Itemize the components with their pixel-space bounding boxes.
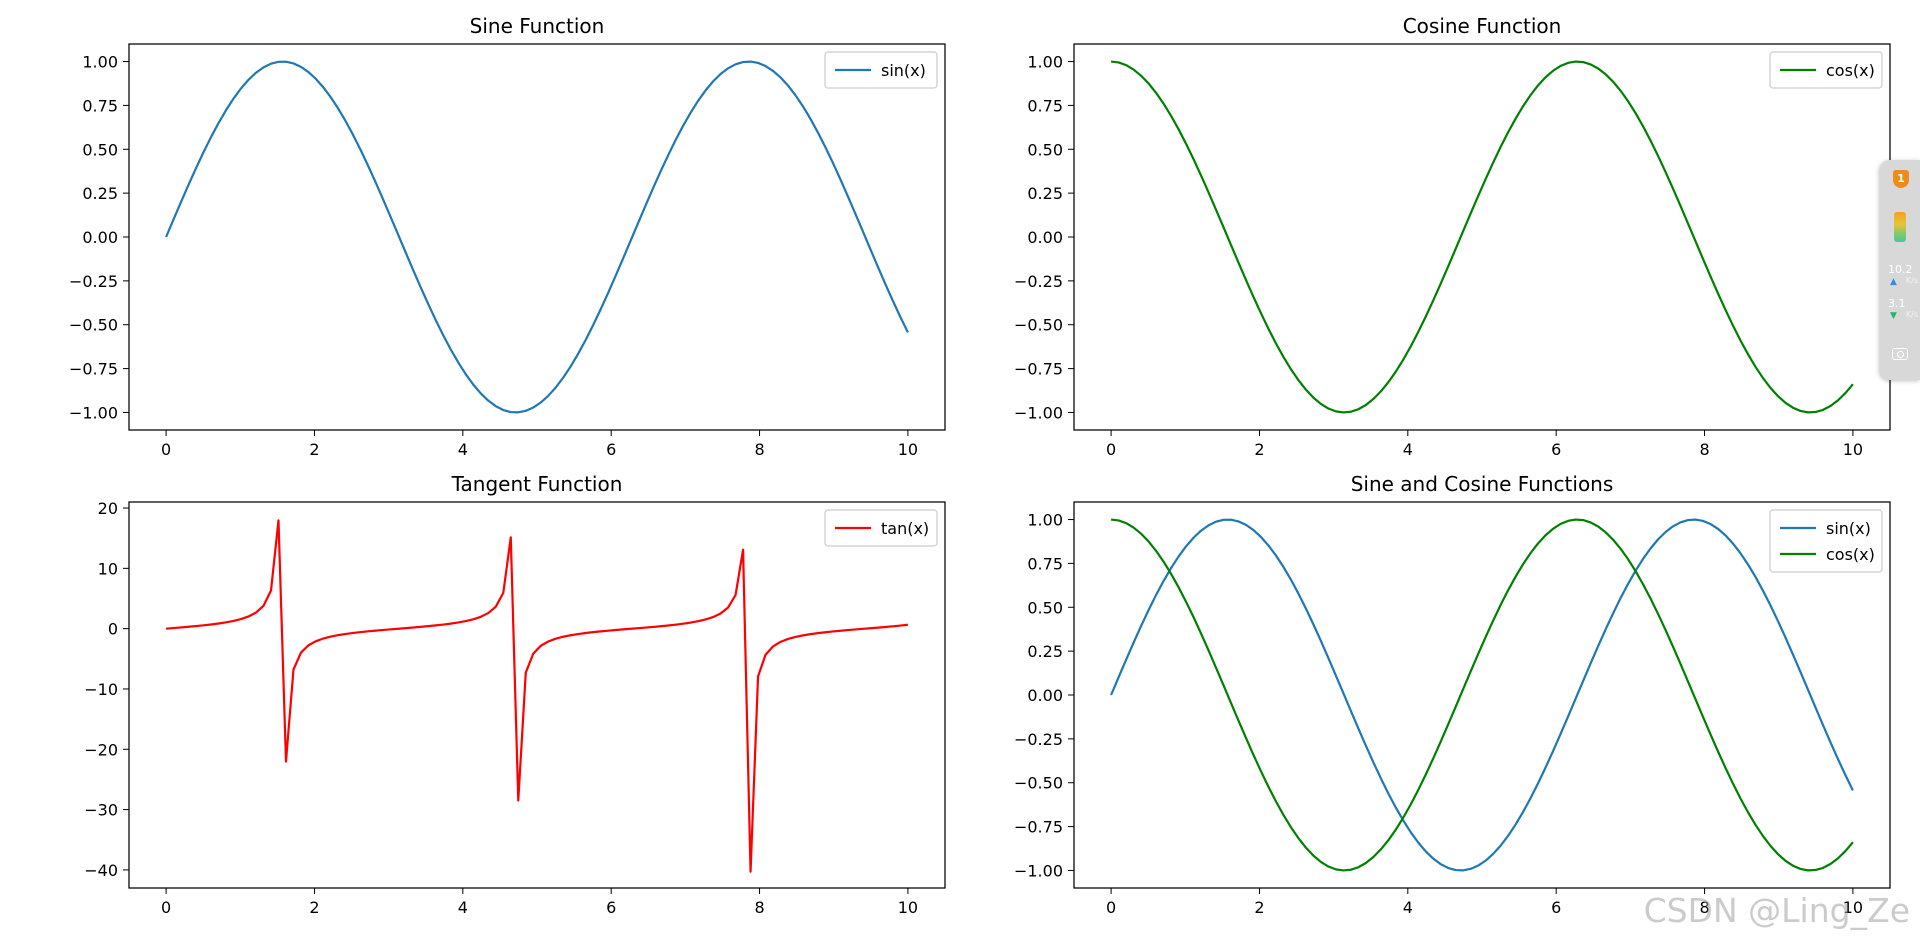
y-tick-label: 0.50 bbox=[82, 140, 118, 159]
camera-icon[interactable] bbox=[1892, 348, 1908, 360]
y-tick-label: 0.00 bbox=[1027, 228, 1063, 247]
x-tick-label: 2 bbox=[1254, 440, 1264, 459]
y-tick-label: 1.00 bbox=[1027, 511, 1063, 530]
y-tick-label: −0.25 bbox=[1014, 272, 1063, 291]
y-tick-label: −0.50 bbox=[1014, 774, 1063, 793]
series-line-sinx bbox=[165, 60, 909, 414]
y-tick-label: 1.00 bbox=[1027, 53, 1063, 72]
x-tick-label: 10 bbox=[898, 898, 918, 917]
x-tick-label: 6 bbox=[1551, 898, 1561, 917]
x-tick-label: 6 bbox=[606, 898, 616, 917]
plot-frame bbox=[128, 43, 946, 431]
plot-frame bbox=[1073, 43, 1891, 431]
y-tick-label: 0.50 bbox=[1027, 140, 1063, 159]
y-tick-label: 0.25 bbox=[82, 184, 118, 203]
y-tick-label: −0.75 bbox=[69, 360, 118, 379]
chart-title: Sine Function bbox=[470, 14, 605, 38]
legend-label: tan(x) bbox=[881, 519, 929, 538]
upload-arrow-icon: ▲ bbox=[1890, 277, 1897, 287]
y-tick-label: −40 bbox=[84, 861, 118, 880]
legend-box bbox=[824, 51, 938, 89]
legend-label: cos(x) bbox=[1826, 61, 1875, 80]
y-tick-label: 0 bbox=[108, 620, 118, 639]
x-tick-label: 8 bbox=[1699, 898, 1709, 917]
download-speed: 3.1 K/s ▼ bbox=[1888, 297, 1918, 322]
series-line-cosx bbox=[1110, 60, 1854, 414]
upload-speed-value: 10.2 bbox=[1888, 263, 1913, 276]
y-tick-label: −0.75 bbox=[1014, 818, 1063, 837]
x-tick-label: 4 bbox=[458, 898, 468, 917]
x-tick-label: 6 bbox=[1551, 440, 1561, 459]
x-tick-label: 8 bbox=[754, 898, 764, 917]
system-monitor-widget[interactable]: 1 10.2 K/s ▲ 3.1 K/s ▼ bbox=[1880, 160, 1920, 380]
plot-frame bbox=[1073, 501, 1891, 889]
x-tick-label: 2 bbox=[309, 898, 319, 917]
y-tick-label: 0.75 bbox=[82, 96, 118, 115]
download-speed-unit: K/s bbox=[1905, 310, 1918, 319]
y-tick-label: 20 bbox=[98, 499, 118, 518]
legend-box bbox=[1769, 509, 1883, 573]
subplot-sine: Sine Function 0 2 4 6 8 10 1.00 0.75 0.50 0.25 0.00… bbox=[69, 14, 946, 459]
upload-speed-unit: K/s bbox=[1905, 276, 1918, 285]
chart-title: Tangent Function bbox=[451, 472, 623, 496]
series-line-cosx bbox=[1110, 518, 1854, 872]
x-tick-label: 4 bbox=[458, 440, 468, 459]
y-tick-label: 0.50 bbox=[1027, 598, 1063, 617]
y-tick-label: −0.50 bbox=[69, 316, 118, 335]
legend-label: cos(x) bbox=[1826, 545, 1875, 564]
y-tick-label: −1.00 bbox=[1014, 403, 1063, 422]
legend-box bbox=[824, 509, 938, 547]
upload-speed: 10.2 K/s ▲ bbox=[1888, 263, 1918, 288]
y-tick-label: 1.00 bbox=[82, 53, 118, 72]
y-tick-label: 10 bbox=[98, 559, 118, 578]
y-tick-label: 0.00 bbox=[1027, 686, 1063, 705]
x-tick-label: 4 bbox=[1403, 898, 1413, 917]
series-line-tanx bbox=[165, 519, 909, 873]
x-tick-label: 8 bbox=[754, 440, 764, 459]
chart-title: Cosine Function bbox=[1403, 14, 1562, 38]
chart-title: Sine and Cosine Functions bbox=[1351, 472, 1614, 496]
subplot-cosine: Cosine Function 0 2 4 6 8 10 1.00 0.75 0.50 0.25 0.… bbox=[1014, 14, 1891, 459]
x-tick-label: 10 bbox=[1843, 440, 1863, 459]
y-tick-label: −10 bbox=[84, 680, 118, 699]
x-tick-label: 0 bbox=[1106, 898, 1116, 917]
y-tick-label: −1.00 bbox=[1014, 861, 1063, 880]
x-tick-label: 6 bbox=[606, 440, 616, 459]
legend-box bbox=[1769, 51, 1883, 89]
y-tick-label: 0.25 bbox=[1027, 184, 1063, 203]
y-tick-label: −0.75 bbox=[1014, 360, 1063, 379]
x-tick-label: 10 bbox=[898, 440, 918, 459]
download-speed-value: 3.1 bbox=[1888, 297, 1906, 310]
legend-label: sin(x) bbox=[1826, 519, 1871, 538]
subplot-sine-cosine: Sine and Cosine Functions 0 2 4 6 8 10 1.00 0.75… bbox=[1014, 472, 1891, 917]
y-tick-label: −0.25 bbox=[1014, 730, 1063, 749]
plot-frame bbox=[128, 501, 946, 889]
y-tick-label: −0.25 bbox=[69, 272, 118, 291]
y-tick-label: 0.25 bbox=[1027, 642, 1063, 661]
y-tick-label: −20 bbox=[84, 740, 118, 759]
subplot-tangent: Tangent Function 0 2 4 6 8 10 20 10 0 −10 −20 −30 −40… bbox=[84, 472, 946, 917]
legend-label: sin(x) bbox=[881, 61, 926, 80]
y-tick-label: −1.00 bbox=[69, 403, 118, 422]
x-tick-label: 0 bbox=[1106, 440, 1116, 459]
y-tick-label: 0.75 bbox=[1027, 96, 1063, 115]
x-tick-label: 2 bbox=[1254, 898, 1264, 917]
y-tick-label: 0.00 bbox=[82, 228, 118, 247]
memory-meter-icon[interactable] bbox=[1894, 212, 1906, 242]
y-tick-label: −0.50 bbox=[1014, 316, 1063, 335]
x-tick-label: 0 bbox=[161, 898, 171, 917]
x-tick-label: 10 bbox=[1843, 898, 1863, 917]
series-line-sinx bbox=[1110, 518, 1854, 872]
x-tick-label: 4 bbox=[1403, 440, 1413, 459]
y-tick-label: 0.75 bbox=[1027, 554, 1063, 573]
watermark: CSDN @Ling_Ze bbox=[1643, 891, 1910, 930]
x-tick-label: 8 bbox=[1699, 440, 1709, 459]
x-tick-label: 2 bbox=[309, 440, 319, 459]
y-tick-label: −30 bbox=[84, 801, 118, 820]
shield-badge-icon[interactable]: 1 bbox=[1893, 170, 1909, 188]
x-tick-label: 0 bbox=[161, 440, 171, 459]
download-arrow-icon: ▼ bbox=[1890, 311, 1897, 321]
